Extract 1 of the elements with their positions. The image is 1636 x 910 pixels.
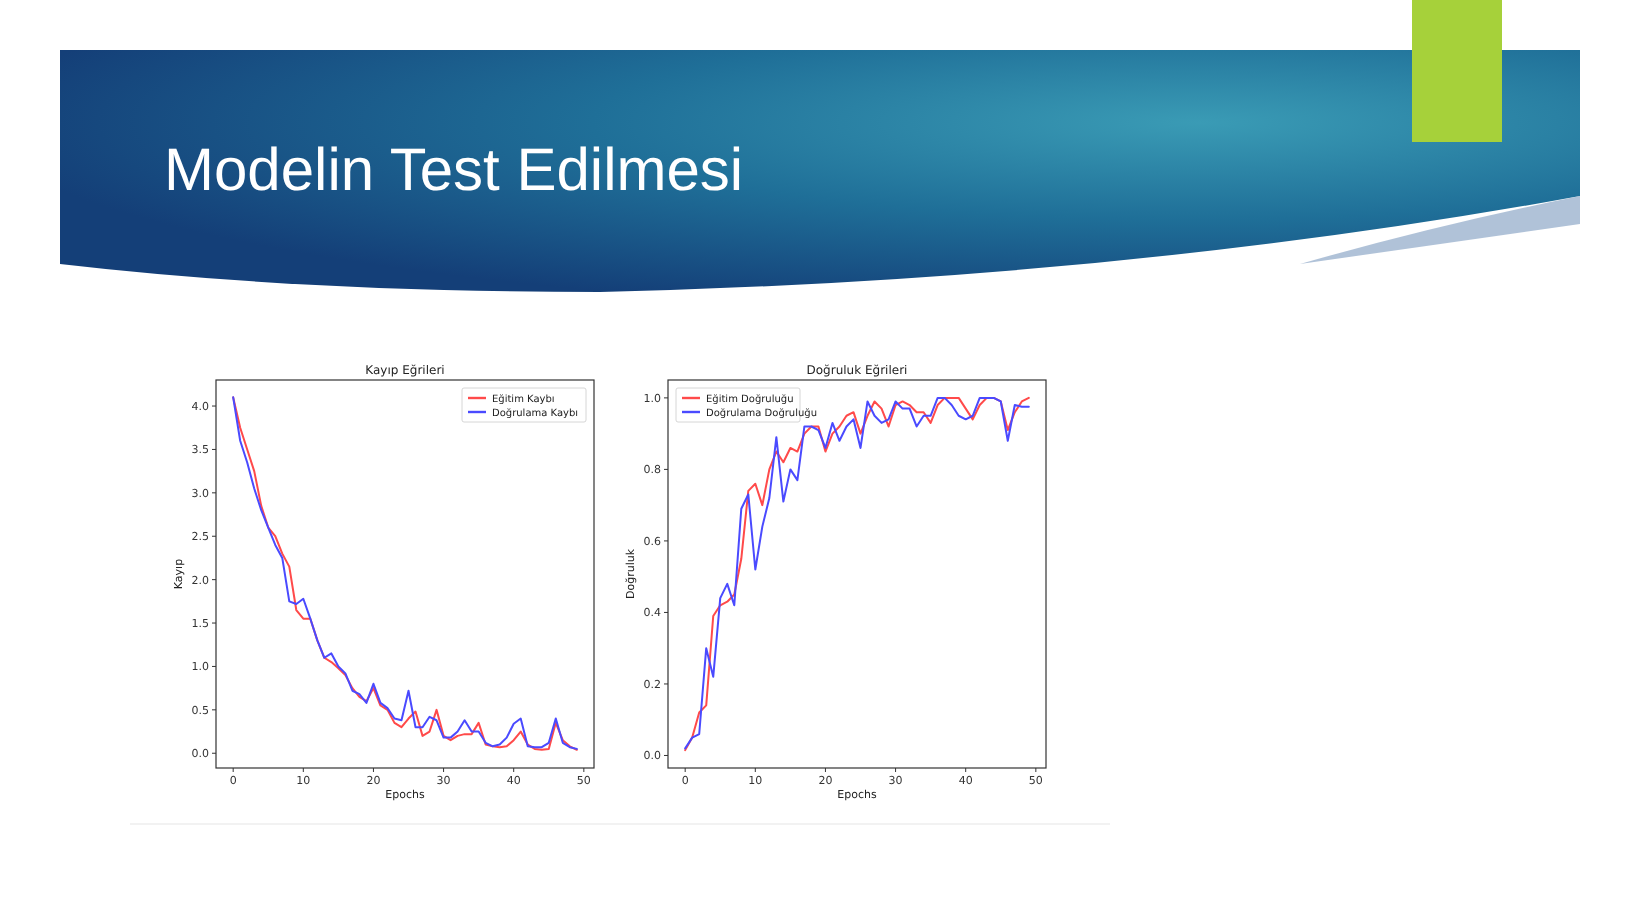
text: Modelin Test Edilmesi: [164, 138, 744, 204]
